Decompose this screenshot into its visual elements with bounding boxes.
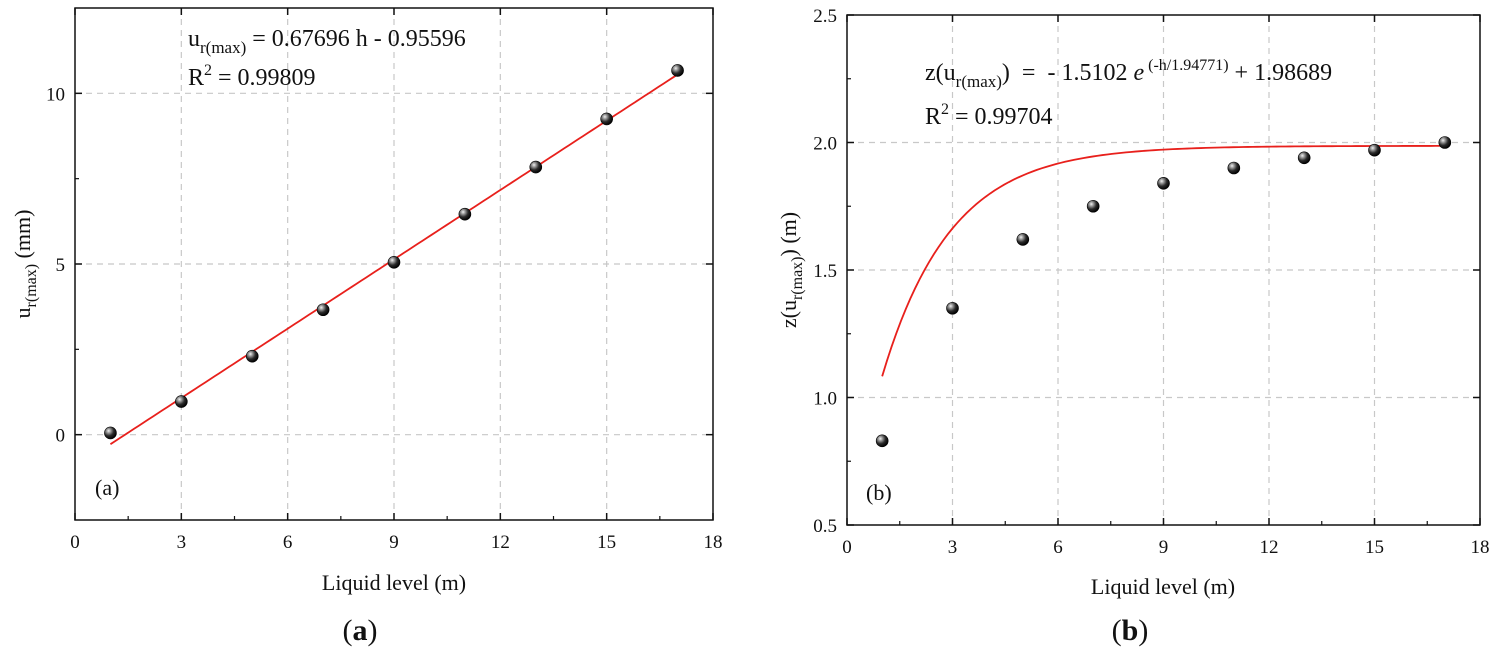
y-tick-label: 0.5: [813, 516, 837, 537]
panel-b-grid: [847, 15, 1480, 525]
x-tick-label: 6: [283, 532, 293, 553]
data-point: [175, 395, 188, 408]
panel-a: 0 3 6 9 12 15 18 0 5 10 ur(max) = 0.67696 h - 0.9…: [10, 7, 723, 647]
x-tick-label: 0: [70, 532, 80, 553]
x-tick-label: 6: [1053, 537, 1063, 558]
fit-curve: [881, 145, 1445, 377]
data-point: [316, 303, 330, 317]
data-point: [1438, 136, 1452, 149]
y-tick-label: 2.0: [813, 134, 837, 155]
panel-a-equation: ur(max) = 0.67696 h - 0.95596: [188, 26, 466, 57]
x-tick-label: 0: [842, 537, 852, 558]
panel-a-r2: R2 = 0.99809: [188, 62, 316, 91]
panel-a-xlabel: Liquid level (m): [322, 570, 466, 595]
panel-a-ylabel: ur(max) (mm): [10, 210, 40, 319]
panel-b-caption: (b): [1112, 614, 1149, 647]
panel-b-r2: R2 = 0.99704: [925, 101, 1053, 130]
panel-b-fit-line: [881, 145, 1445, 377]
y-tick-label: 2.5: [813, 6, 837, 27]
panel-b-ticks: 0 3 6 9 12 15 18 0.5 1.0 1.5 2.0 2.5: [813, 6, 1489, 558]
panel-a-points: [104, 64, 684, 440]
panel-a-tag: (a): [95, 475, 119, 500]
data-point: [1157, 177, 1170, 190]
data-point: [245, 349, 259, 363]
x-tick-label: 12: [491, 532, 510, 553]
x-tick-label: 3: [177, 532, 187, 553]
panel-b-equation: z(ur(max)) = - 1.5102 e (-h/1.94771) + 1…: [925, 57, 1332, 91]
panel-b-tag: (b): [866, 480, 892, 505]
x-tick-label: 9: [1159, 537, 1169, 558]
x-tick-label: 18: [1471, 537, 1490, 558]
data-point: [387, 255, 401, 269]
data-point: [1368, 143, 1381, 157]
data-point: [600, 112, 613, 126]
data-point: [1297, 151, 1311, 165]
data-point: [1086, 199, 1100, 213]
x-tick-label: 15: [597, 532, 616, 553]
data-point: [1227, 161, 1241, 175]
data-point: [671, 64, 684, 77]
x-tick-label: 9: [389, 532, 399, 553]
panel-a-caption: (a): [343, 614, 378, 647]
x-tick-label: 18: [704, 532, 723, 553]
data-point: [1016, 233, 1030, 246]
data-point: [104, 426, 117, 440]
panel-a-ticks: 0 3 6 9 12 15 18 0 5 10: [46, 8, 723, 553]
y-tick-label: 1.0: [813, 389, 837, 410]
data-point: [946, 301, 959, 315]
x-tick-label: 3: [948, 537, 958, 558]
x-tick-label: 12: [1260, 537, 1279, 558]
y-tick-label: 0: [56, 426, 66, 447]
y-tick-label: 1.5: [813, 261, 837, 282]
data-point: [875, 434, 889, 448]
data-point: [529, 160, 543, 174]
panel-b: 0 3 6 9 12 15 18 0.5 1.0 1.5 2.0 2.5 z(ur(max)) = -…: [776, 6, 1490, 647]
panel-b-xlabel: Liquid level (m): [1091, 574, 1235, 599]
y-tick-label: 10: [46, 84, 65, 105]
y-tick-label: 5: [56, 255, 66, 276]
panel-b-points: [875, 136, 1452, 448]
panel-b-ylabel: z(ur(max)) (m): [776, 212, 806, 328]
data-point: [458, 207, 472, 221]
x-tick-label: 15: [1365, 537, 1384, 558]
